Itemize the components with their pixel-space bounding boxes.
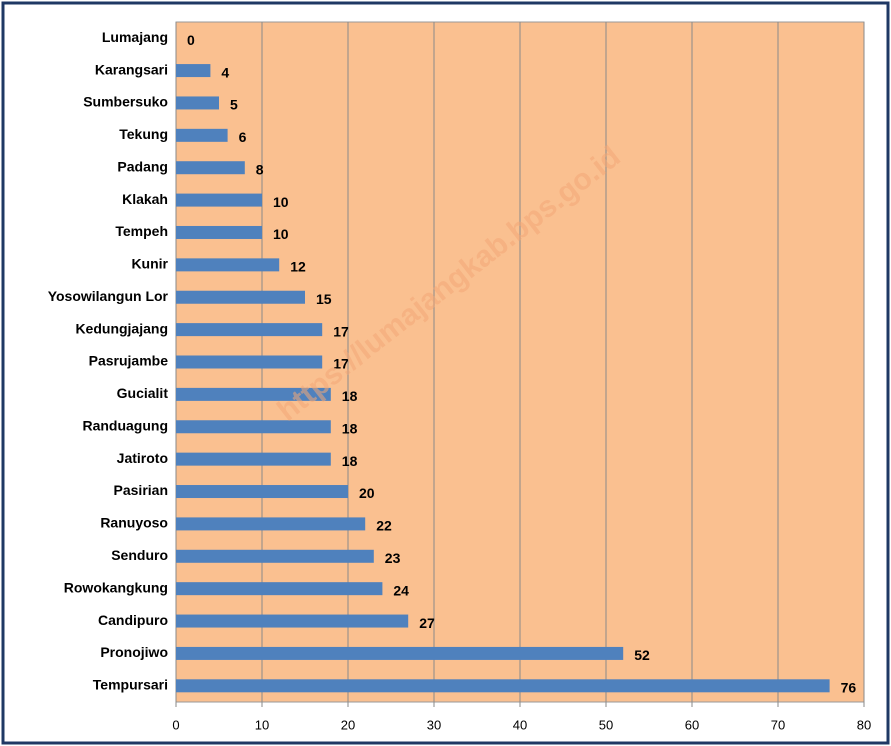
x-tick-label: 70 <box>771 717 785 732</box>
x-tick-label: 50 <box>599 717 613 732</box>
y-tick-label: Yosowilangun Lor <box>48 288 169 304</box>
y-tick-label: Ranuyoso <box>100 515 168 531</box>
x-tick-label: 0 <box>172 717 179 732</box>
data-label: 18 <box>342 453 358 469</box>
y-tick-label: Karangsari <box>95 61 168 77</box>
y-tick-label: Tempeh <box>115 223 168 239</box>
data-label: 5 <box>230 97 238 113</box>
y-tick-label: Sumbersuko <box>83 94 168 110</box>
bar <box>176 323 323 337</box>
data-label: 15 <box>316 291 332 307</box>
bar <box>176 225 262 239</box>
bar <box>176 387 331 401</box>
data-label: 6 <box>239 129 247 145</box>
y-tick-label: Rowokangkung <box>64 579 168 595</box>
x-tick-label: 60 <box>685 717 699 732</box>
data-label: 23 <box>385 550 401 566</box>
bar <box>176 582 383 596</box>
y-tick-label: Kunir <box>131 256 168 272</box>
bar <box>176 96 219 110</box>
y-tick-label: Senduro <box>111 547 168 563</box>
y-tick-label: Tempursari <box>93 677 168 693</box>
bar <box>176 679 830 693</box>
x-tick-label: 10 <box>255 717 269 732</box>
y-tick-label: Gucialit <box>117 385 169 401</box>
x-tick-label: 20 <box>341 717 355 732</box>
data-label: 24 <box>393 582 409 598</box>
bar <box>176 258 280 272</box>
y-tick-label: Klakah <box>122 191 168 207</box>
bar <box>176 549 374 563</box>
x-tick-label: 80 <box>857 717 871 732</box>
data-label: 52 <box>634 647 650 663</box>
bar <box>176 290 305 304</box>
data-label: 22 <box>376 518 392 534</box>
data-label: 18 <box>342 388 358 404</box>
data-label: 18 <box>342 420 358 436</box>
y-tick-label: Lumajang <box>102 29 168 45</box>
bar <box>176 517 366 531</box>
bar <box>176 355 323 369</box>
y-tick-label: Pronojiwo <box>100 644 168 660</box>
y-tick-label: Randuagung <box>82 417 168 433</box>
bar <box>176 420 331 434</box>
data-label: 20 <box>359 485 375 501</box>
bar <box>176 193 262 207</box>
bar <box>176 485 348 499</box>
bar <box>176 646 624 660</box>
bar <box>176 452 331 466</box>
data-label: 12 <box>290 259 306 275</box>
data-label: 27 <box>419 615 435 631</box>
bar <box>176 64 211 78</box>
bar <box>176 161 245 175</box>
data-label: 10 <box>273 194 289 210</box>
data-label: 10 <box>273 226 289 242</box>
bar <box>176 128 228 142</box>
data-label: 17 <box>333 356 349 372</box>
y-tick-label: Pasirian <box>114 482 168 498</box>
y-tick-label: Pasrujambe <box>89 353 169 369</box>
data-label: 0 <box>187 32 195 48</box>
y-tick-label: Jatiroto <box>117 450 168 466</box>
y-tick-label: Candipuro <box>98 612 168 628</box>
data-label: 76 <box>841 680 857 696</box>
y-tick-label: Padang <box>117 158 168 174</box>
data-label: 8 <box>256 161 264 177</box>
data-label: 4 <box>221 64 229 80</box>
y-tick-label: Tekung <box>119 126 168 142</box>
bar <box>176 614 409 628</box>
x-tick-label: 30 <box>427 717 441 732</box>
y-tick-label: Kedungjajang <box>75 320 168 336</box>
x-tick-label: 40 <box>513 717 527 732</box>
data-label: 17 <box>333 323 349 339</box>
